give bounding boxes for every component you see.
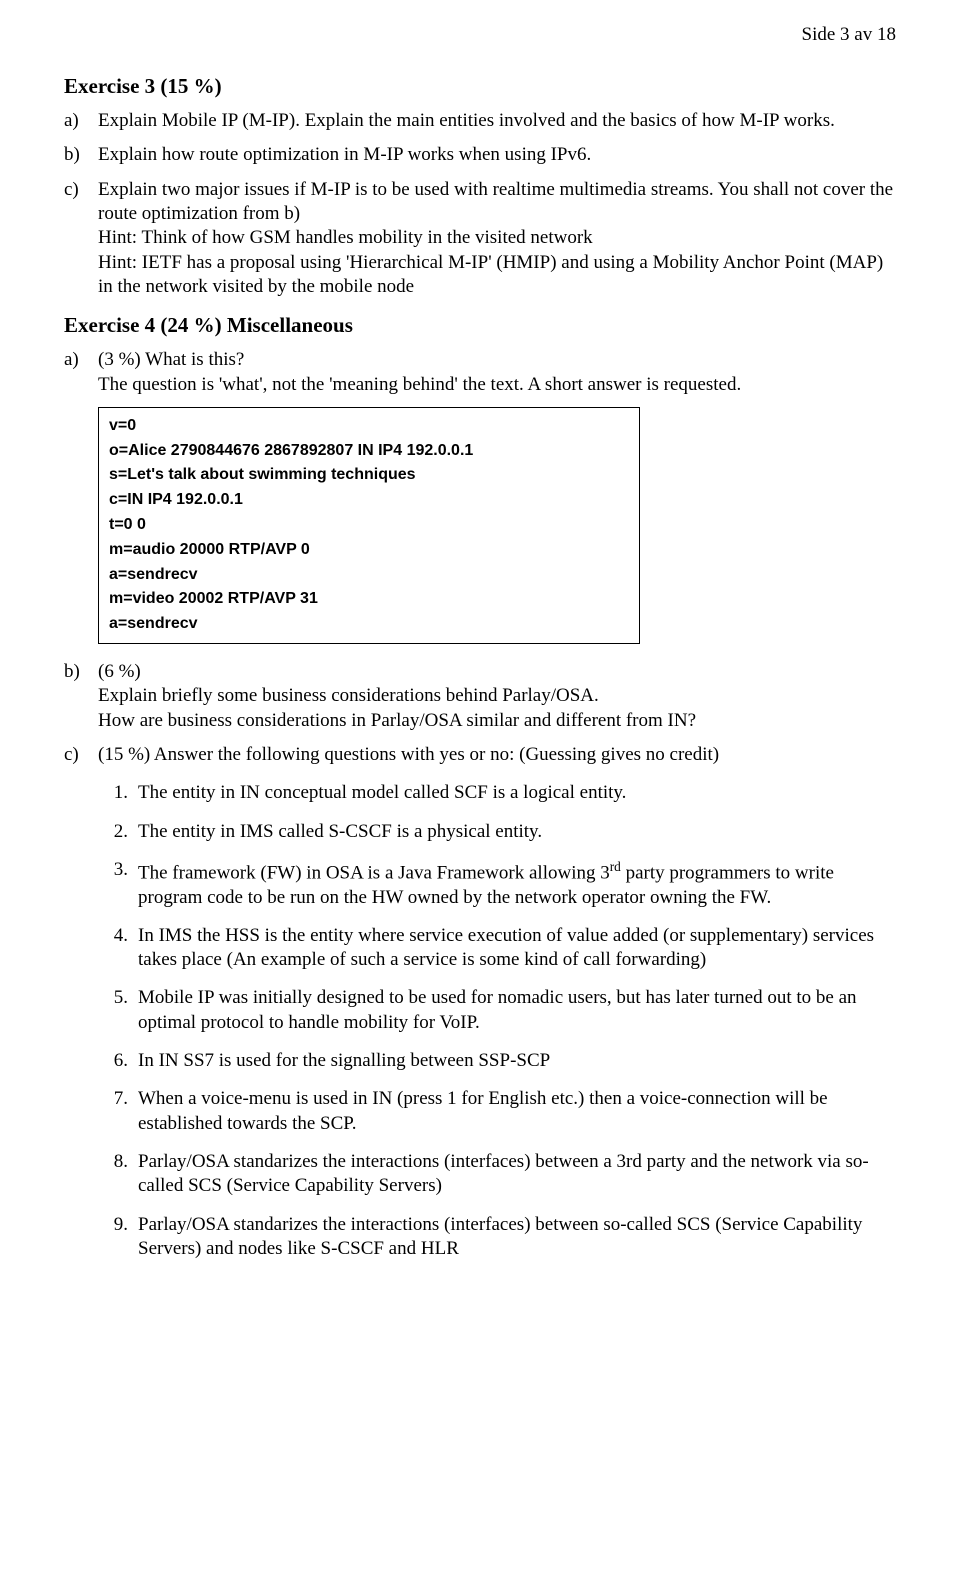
q7-label: 7. xyxy=(98,1087,138,1136)
q9-row: 9. Parlay/OSA standarizes the interactio… xyxy=(98,1213,896,1262)
ex4-item-a: a) (3 %) What is this? The question is '… xyxy=(64,348,896,397)
ex3-item-a: a) Explain Mobile IP (M-IP). Explain the… xyxy=(64,109,896,133)
q1-text: The entity in IN conceptual model called… xyxy=(138,781,896,805)
ex4-b-line2: Explain briefly some business considerat… xyxy=(98,685,599,706)
label-c: c) xyxy=(64,178,98,300)
q8-label: 8. xyxy=(98,1150,138,1199)
q5-text: Mobile IP was initially designed to be u… xyxy=(138,986,896,1035)
ex4-a-body: (3 %) What is this? The question is 'wha… xyxy=(98,348,896,397)
q3-text: The framework (FW) in OSA is a Java Fram… xyxy=(138,858,896,910)
q8-row: 8. Parlay/OSA standarizes the interactio… xyxy=(98,1150,896,1199)
exercise-4-heading: Exercise 4 (24 %) Miscellaneous xyxy=(64,313,896,338)
q2-label: 2. xyxy=(98,820,138,844)
q3-label: 3. xyxy=(98,858,138,910)
ex4-a-line2: The question is 'what', not the 'meaning… xyxy=(98,374,741,395)
q6-text: In IN SS7 is used for the signalling bet… xyxy=(138,1049,896,1073)
q4-label: 4. xyxy=(98,924,138,973)
ex3-c-text: Explain two major issues if M-IP is to b… xyxy=(98,178,896,300)
q3-part-a: The framework (FW) in OSA is a Java Fram… xyxy=(138,862,610,883)
q7-row: 7. When a voice-menu is used in IN (pres… xyxy=(98,1087,896,1136)
label-b: b) xyxy=(64,660,98,733)
q1-label: 1. xyxy=(98,781,138,805)
label-a: a) xyxy=(64,348,98,397)
ex3-item-b: b) Explain how route optimization in M-I… xyxy=(64,143,896,167)
q2-row: 2. The entity in IMS called S-CSCF is a … xyxy=(98,820,896,844)
q6-row: 6. In IN SS7 is used for the signalling … xyxy=(98,1049,896,1073)
q5-row: 5. Mobile IP was initially designed to b… xyxy=(98,986,896,1035)
ex4-item-b: b) (6 %) Explain briefly some business c… xyxy=(64,660,896,733)
q3-superscript: rd xyxy=(610,859,621,874)
ex4-a-line1: (3 %) What is this? xyxy=(98,349,244,370)
exercise-4-list-cont: b) (6 %) Explain briefly some business c… xyxy=(64,660,896,1275)
q8-text: Parlay/OSA standarizes the interactions … xyxy=(138,1150,896,1199)
ex4-b-body: (6 %) Explain briefly some business cons… xyxy=(98,660,896,733)
page: Side 3 av 18 Exercise 3 (15 %) a) Explai… xyxy=(0,0,960,1325)
ex4-c-numbered-list: 1. The entity in IN conceptual model cal… xyxy=(98,781,896,1261)
ex4-b-line3: How are business considerations in Parla… xyxy=(98,710,696,731)
exercise-4-list: a) (3 %) What is this? The question is '… xyxy=(64,348,896,397)
label-c: c) xyxy=(64,743,98,1275)
ex4-item-c: c) (15 %) Answer the following questions… xyxy=(64,743,896,1275)
ex3-b-text: Explain how route optimization in M-IP w… xyxy=(98,143,896,167)
q4-row: 4. In IMS the HSS is the entity where se… xyxy=(98,924,896,973)
q2-text: The entity in IMS called S-CSCF is a phy… xyxy=(138,820,896,844)
q1-row: 1. The entity in IN conceptual model cal… xyxy=(98,781,896,805)
exercise-3-heading: Exercise 3 (15 %) xyxy=(64,74,896,99)
ex4-c-body: (15 %) Answer the following questions wi… xyxy=(98,743,896,1275)
q5-label: 5. xyxy=(98,986,138,1035)
q3-row: 3. The framework (FW) in OSA is a Java F… xyxy=(98,858,896,910)
label-b: b) xyxy=(64,143,98,167)
label-a: a) xyxy=(64,109,98,133)
page-number-header: Side 3 av 18 xyxy=(64,24,896,46)
ex4-c-intro: (15 %) Answer the following questions wi… xyxy=(98,743,896,767)
sdp-code-box: v=0 o=Alice 2790844676 2867892807 IN IP4… xyxy=(98,407,640,644)
ex3-a-text: Explain Mobile IP (M-IP). Explain the ma… xyxy=(98,109,896,133)
ex4-b-line1: (6 %) xyxy=(98,661,141,682)
q6-label: 6. xyxy=(98,1049,138,1073)
exercise-3-list: a) Explain Mobile IP (M-IP). Explain the… xyxy=(64,109,896,299)
q9-text: Parlay/OSA standarizes the interactions … xyxy=(138,1213,896,1262)
q4-text: In IMS the HSS is the entity where servi… xyxy=(138,924,896,973)
q9-label: 9. xyxy=(98,1213,138,1262)
ex3-item-c: c) Explain two major issues if M-IP is t… xyxy=(64,178,896,300)
q7-text: When a voice-menu is used in IN (press 1… xyxy=(138,1087,896,1136)
